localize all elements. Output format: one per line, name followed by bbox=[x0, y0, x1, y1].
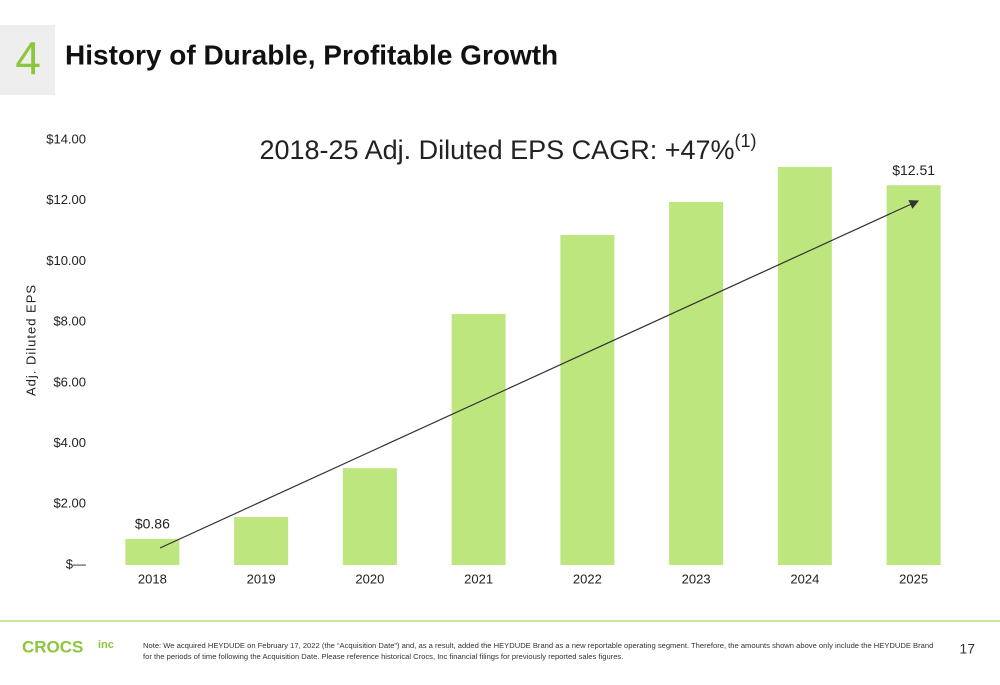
bar bbox=[234, 517, 289, 565]
slide-number: 4 bbox=[15, 32, 41, 84]
x-tick-label: 2022 bbox=[573, 571, 602, 586]
x-tick-label: 2018 bbox=[138, 571, 167, 586]
y-tick-label: $2.00 bbox=[53, 496, 86, 511]
y-tick-label: $10.00 bbox=[46, 253, 86, 268]
x-tick-label: 2020 bbox=[355, 571, 384, 586]
bar bbox=[560, 235, 615, 565]
x-tick-label: 2019 bbox=[247, 571, 276, 586]
plot-area: $— $2.00 $4.00 $6.00 $8.00 $10.00 $12.00 $14.00… bbox=[46, 131, 941, 586]
y-axis-title: Adj. Diluted EPS bbox=[23, 284, 38, 396]
bar bbox=[886, 185, 941, 565]
bar bbox=[777, 167, 832, 565]
logo: CROCS bbox=[22, 637, 83, 656]
y-tick-label: $8.00 bbox=[53, 314, 86, 329]
bar bbox=[451, 313, 506, 565]
x-tick-label: 2023 bbox=[682, 571, 711, 586]
slide-title: History of Durable, Profitable Growth bbox=[65, 39, 558, 70]
y-tick-label: $14.00 bbox=[46, 131, 86, 146]
x-tick-label: 2025 bbox=[899, 571, 928, 586]
x-tick-label: 2024 bbox=[790, 571, 819, 586]
chart-annotation: 2018-25 Adj. Diluted EPS CAGR: +47%(1) bbox=[259, 131, 756, 165]
bar bbox=[669, 201, 724, 565]
y-tick-label: $4.00 bbox=[53, 435, 86, 450]
y-tick-label: $6.00 bbox=[53, 374, 86, 389]
bar bbox=[342, 468, 397, 565]
value-label: $12.51 bbox=[892, 162, 935, 178]
annotation-main: 2018-25 Adj. Diluted EPS CAGR: +47% bbox=[259, 135, 734, 165]
y-tick-label: $12.00 bbox=[46, 192, 86, 207]
footnote: Note: We acquired HEYDUDE on February 17… bbox=[143, 641, 934, 661]
x-tick-label: 2021 bbox=[464, 571, 493, 586]
logo-suffix: inc bbox=[98, 639, 114, 651]
trend-arrow bbox=[159, 200, 920, 549]
y-tick-label: $— bbox=[66, 556, 86, 571]
value-label: $0.86 bbox=[135, 516, 170, 532]
page-number: 17 bbox=[959, 641, 975, 657]
slide-number-box bbox=[0, 25, 55, 95]
annotation-sup: (1) bbox=[735, 131, 757, 151]
